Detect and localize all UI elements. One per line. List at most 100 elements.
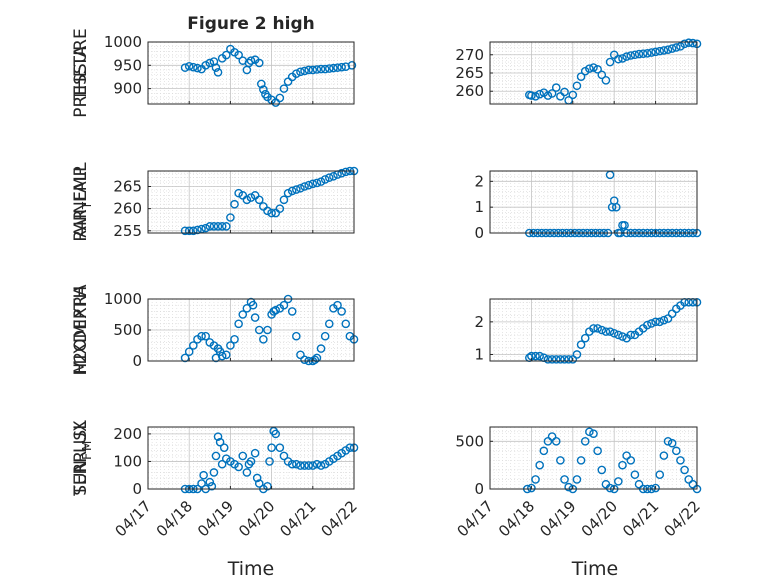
axes-box [147, 426, 355, 490]
data-point [312, 178, 322, 188]
y-axis-label: SUNFLUX [71, 420, 94, 496]
data-point [312, 65, 322, 74]
data-point [221, 50, 231, 60]
data-point [618, 332, 627, 341]
data-point [543, 355, 553, 364]
y-tick-label: 265 [455, 64, 484, 82]
data-point [201, 331, 210, 341]
data-point [275, 443, 285, 452]
data-point [672, 446, 681, 456]
data-point [259, 334, 268, 344]
y-tick-label: 950 [113, 56, 142, 74]
data-point [531, 92, 540, 101]
x-tick-label: 04/18 [495, 497, 538, 540]
data-point [292, 331, 301, 341]
data-point [209, 468, 219, 477]
data-point [556, 456, 565, 465]
data-point [605, 483, 615, 493]
data-point [547, 355, 557, 364]
data-point [324, 64, 334, 73]
y-tick-label: 100 [113, 452, 142, 470]
data-point [199, 470, 208, 480]
data-point [300, 66, 309, 76]
y-tick-label: 1 [474, 345, 484, 363]
x-tick-label: 04/21 [619, 497, 662, 540]
data-point [242, 468, 252, 477]
data-point [655, 317, 665, 327]
data-point [320, 64, 330, 74]
data-point [275, 93, 285, 103]
data-point [205, 477, 215, 487]
y-tick-label: 2 [474, 313, 484, 331]
x-tick-label: 04/19 [194, 497, 237, 540]
data-point [626, 456, 636, 465]
data-point [593, 324, 602, 333]
data-point [184, 61, 194, 71]
data-point [333, 63, 342, 72]
data-point [556, 355, 565, 364]
data-point [320, 331, 330, 341]
data-point [614, 330, 623, 340]
data-point [189, 226, 198, 236]
data-point [230, 334, 239, 344]
data-point [609, 328, 619, 338]
data-point [246, 193, 256, 202]
y-tick-label: 500 [113, 321, 142, 339]
data-point [201, 223, 210, 233]
data-point [279, 195, 289, 205]
data-point [680, 465, 689, 475]
data-point [201, 61, 210, 70]
data-point [659, 451, 669, 460]
axes-box [489, 170, 698, 234]
data-point [655, 46, 665, 56]
data-point [246, 457, 256, 466]
data-point [279, 300, 289, 310]
data-point [551, 355, 561, 364]
data-point [622, 52, 631, 61]
data-point [659, 46, 669, 55]
data-point [576, 456, 586, 465]
data-point [527, 483, 536, 493]
data-point [684, 38, 694, 48]
y-axis-label: AIRTEMP [71, 166, 94, 237]
data-point [568, 355, 578, 364]
y-axis-label: MIXDEPTH [71, 286, 91, 375]
data-point [215, 437, 225, 447]
data-point [630, 470, 640, 479]
data-point [263, 481, 272, 491]
data-point [527, 91, 536, 100]
data-point [543, 91, 553, 100]
data-point [614, 477, 623, 486]
data-point [341, 319, 351, 329]
data-point [535, 89, 544, 99]
data-point [597, 325, 607, 335]
data-point [211, 451, 221, 461]
axes-box [489, 298, 698, 362]
data-point [597, 465, 607, 475]
data-point [347, 61, 357, 70]
data-point [287, 186, 297, 196]
data-point [593, 65, 602, 74]
y-tick-label: 265 [113, 178, 142, 196]
y-axis-label: PRESSURE [71, 28, 91, 117]
y-tick-label: 255 [113, 222, 142, 240]
axes-box [489, 426, 698, 490]
data-point [618, 54, 627, 63]
data-point [651, 317, 660, 327]
data-point [316, 344, 326, 353]
data-point [638, 49, 648, 58]
data-point [238, 310, 248, 319]
x-tick-label: 04/21 [276, 497, 319, 540]
data-point [271, 429, 281, 439]
data-point [605, 327, 615, 336]
data-point [263, 206, 272, 216]
data-point [213, 68, 223, 77]
data-point [680, 39, 689, 49]
data-point [593, 446, 602, 456]
data-point [585, 427, 594, 437]
data-point [267, 208, 276, 218]
y-axis-label: H2OMIXRA [71, 284, 91, 375]
data-point [316, 177, 326, 186]
data-point [580, 437, 590, 446]
data-point [333, 300, 342, 310]
